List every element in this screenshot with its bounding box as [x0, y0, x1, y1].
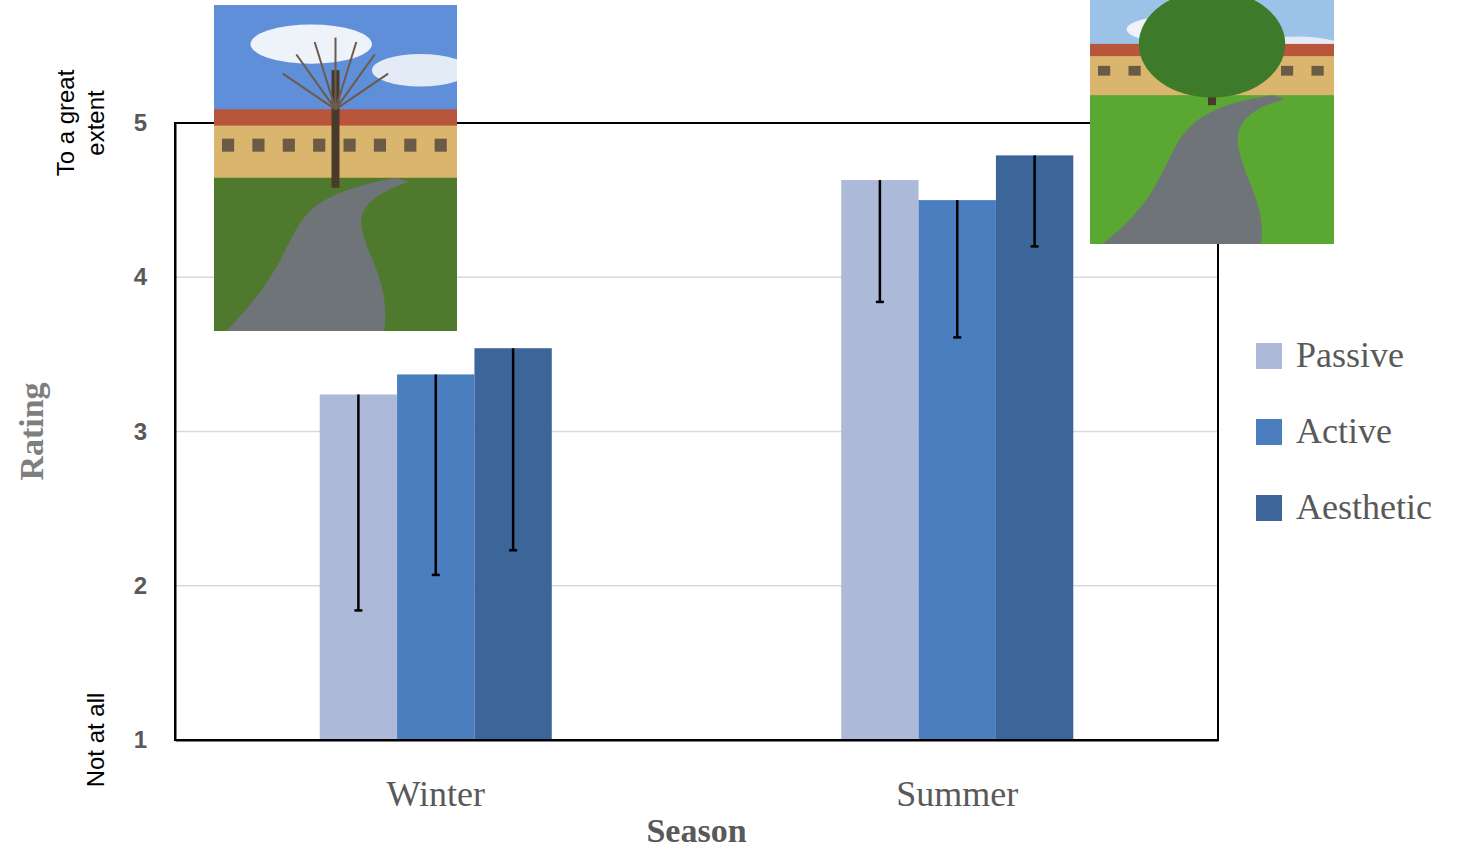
annotation-line: Not at all [82, 693, 109, 788]
photo-part [372, 54, 457, 87]
error-bar [1031, 155, 1039, 246]
error-cap [876, 301, 884, 304]
photo-part [435, 139, 447, 152]
error-bars [432, 200, 962, 575]
photo [214, 5, 457, 331]
photo-part [344, 139, 356, 152]
error-bar [953, 200, 961, 337]
tick-label: 5 [134, 109, 147, 136]
photo-part [1139, 0, 1285, 98]
tick: 5 [134, 109, 175, 136]
error-cap [509, 549, 517, 552]
bar [320, 394, 397, 740]
error-bar [876, 180, 884, 302]
x-axis-title: Season [646, 812, 746, 849]
bar [996, 155, 1073, 740]
photo-part [1312, 66, 1324, 76]
plot-frame [175, 123, 1218, 740]
error-cap [1031, 245, 1039, 248]
axis-line [176, 740, 1219, 742]
photo-part [315, 42, 336, 109]
y-axis: 1 2 3 4 5 [134, 109, 176, 753]
photo-part [1102, 95, 1285, 244]
photo-part [374, 139, 386, 152]
legend-swatch [1256, 343, 1282, 369]
tick: 3 [134, 418, 175, 445]
annotation: Not at all [82, 693, 109, 788]
error-stem [512, 348, 515, 550]
legend-swatch [1256, 495, 1282, 521]
error-cap [354, 609, 362, 612]
legend-label: Passive [1296, 335, 1404, 375]
error-stem [435, 374, 438, 575]
series [474, 155, 1073, 740]
photo [1090, 0, 1334, 244]
bar [919, 200, 996, 740]
annotation: To a greatextent [52, 69, 109, 176]
photo-part [1090, 95, 1334, 244]
tick: 2 [134, 572, 175, 599]
photo-part [313, 139, 325, 152]
tick: 1 [134, 726, 175, 753]
legend-label: Active [1296, 411, 1392, 451]
legend-label: Aesthetic [1296, 487, 1432, 527]
annotation-line: extent [82, 90, 109, 156]
error-stem [1033, 155, 1036, 246]
error-bar [509, 348, 517, 550]
photo-part [1129, 66, 1141, 76]
photo-part [404, 139, 416, 152]
photo-part [252, 139, 264, 152]
photo-part [214, 178, 457, 331]
bar [841, 180, 918, 740]
photo-part [336, 42, 357, 109]
tick-label: 1 [134, 726, 147, 753]
tick-label: Winter [386, 774, 485, 814]
photo-part [336, 74, 389, 110]
error-bars [509, 155, 1039, 550]
tick-label: 3 [134, 418, 147, 445]
photo-part [283, 74, 336, 110]
tick-label: Summer [896, 774, 1018, 814]
bar [474, 348, 551, 740]
tick: 4 [134, 263, 175, 290]
tick: Winter [386, 740, 485, 814]
photo-part [1281, 66, 1293, 76]
photo-part [222, 139, 234, 152]
error-bar [354, 394, 362, 610]
chart: 1 2 3 4 5 Winter Summer Season Rating To a greate… [0, 0, 1463, 850]
legend: Passive Active Aesthetic [1256, 335, 1432, 527]
bar [397, 374, 474, 740]
photo-part [336, 54, 375, 109]
photo-part [250, 25, 372, 64]
legend-item: Passive [1256, 335, 1404, 375]
legend-item: Aesthetic [1256, 487, 1432, 527]
error-stem [879, 180, 882, 302]
x-axis: Winter Summer [176, 740, 1219, 814]
y-axis-title: Rating [13, 382, 50, 480]
annotation-line: To a great [52, 69, 79, 176]
legend-item: Active [1256, 411, 1392, 451]
tick-label: 2 [134, 572, 147, 599]
series [397, 200, 996, 740]
photo-part [283, 139, 295, 152]
axis-line [175, 124, 177, 741]
tick: Summer [896, 740, 1018, 814]
error-stem [357, 394, 360, 610]
grid [175, 123, 1218, 740]
error-cap [432, 574, 440, 577]
photo-part [1098, 66, 1110, 76]
photo-part [226, 178, 408, 331]
legend-swatch [1256, 419, 1282, 445]
error-bar [432, 374, 440, 575]
error-cap [953, 336, 961, 339]
photo-part [296, 54, 335, 109]
tick-label: 4 [134, 263, 148, 290]
error-stem [956, 200, 959, 337]
photo-part [335, 38, 337, 110]
